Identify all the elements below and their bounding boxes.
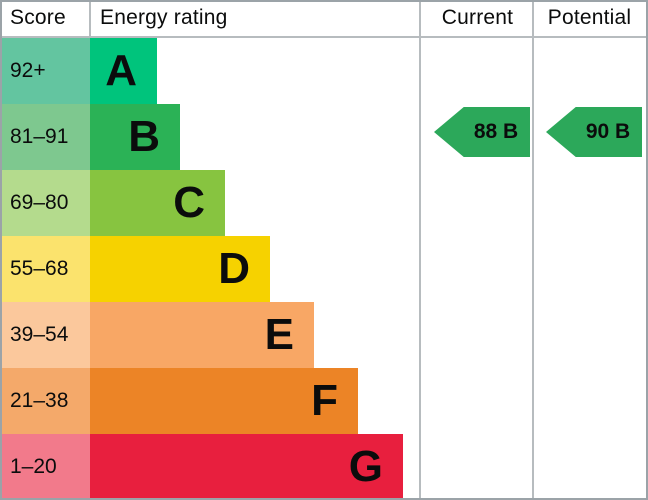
header-divider-line	[0, 36, 648, 38]
band-score-cell: 55–68	[0, 236, 90, 302]
potential-rating-label: 90 B	[585, 120, 631, 143]
frame-border-left	[0, 0, 2, 500]
band-score-cell: 69–80	[0, 170, 90, 236]
band-row: 1–20 G	[0, 434, 648, 500]
current-column-header: Current	[441, 6, 514, 29]
band-rows: 92+ A 81–91 B 69–80 C 55–68 D 39–54 E 21…	[0, 38, 648, 500]
frame-border-bottom	[0, 498, 648, 500]
band-score-cell: 92+	[0, 38, 90, 104]
band-row: 39–54 E	[0, 302, 648, 368]
energy-rating-column-header: Energy rating	[100, 6, 228, 29]
band-bar: B	[90, 104, 180, 170]
band-score-cell: 1–20	[0, 434, 90, 500]
potential-column-header: Potential	[547, 6, 632, 29]
band-letter: A	[105, 46, 137, 95]
band-bar: A	[90, 38, 157, 104]
band-bar: G	[90, 434, 403, 500]
band-bar: F	[90, 368, 358, 434]
current-rating-label: 88 B	[473, 120, 519, 143]
band-row: 81–91 B	[0, 104, 648, 170]
band-row: 69–80 C	[0, 170, 648, 236]
band-letter: G	[348, 442, 383, 491]
band-letter: B	[128, 112, 160, 161]
band-row: 55–68 D	[0, 236, 648, 302]
band-letter: C	[173, 178, 205, 227]
score-column-divider	[89, 0, 91, 38]
score-column-header: Score	[10, 6, 66, 29]
band-score-cell: 21–38	[0, 368, 90, 434]
potential-column-divider	[532, 0, 534, 500]
band-bar: E	[90, 302, 314, 368]
band-letter: D	[218, 244, 250, 293]
band-letter: E	[264, 310, 294, 359]
chart-header: Score Energy rating Current Potential	[0, 0, 648, 38]
frame-border-right	[646, 0, 648, 500]
band-bar: D	[90, 236, 270, 302]
band-row: 92+ A	[0, 38, 648, 104]
band-bar: C	[90, 170, 225, 236]
band-row: 21–38 F	[0, 368, 648, 434]
band-letter: F	[311, 376, 338, 425]
frame-border-top	[0, 0, 648, 2]
band-score-cell: 39–54	[0, 302, 90, 368]
current-column-divider	[419, 0, 421, 500]
band-score-cell: 81–91	[0, 104, 90, 170]
